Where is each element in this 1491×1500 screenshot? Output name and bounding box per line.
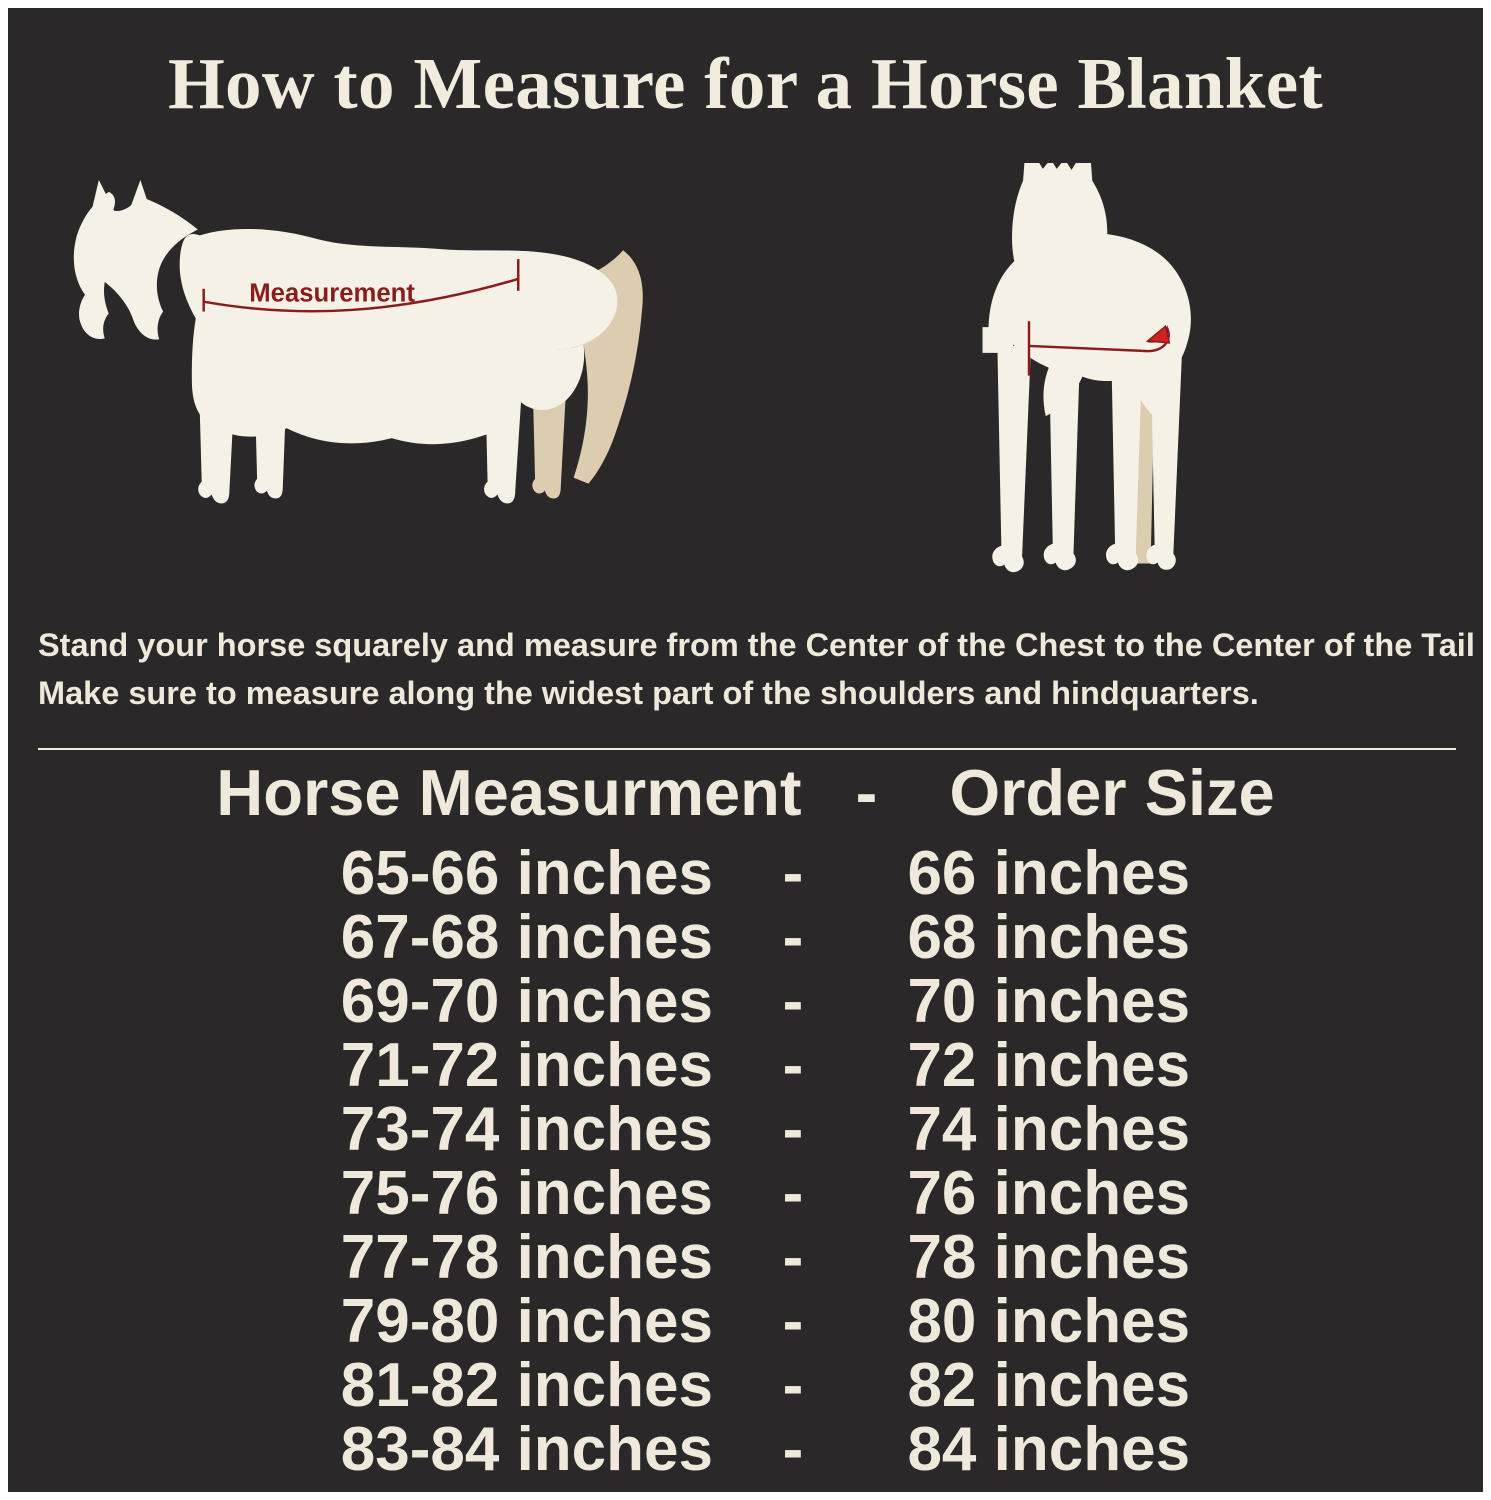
svg-text:Measurement: Measurement [249,280,415,308]
